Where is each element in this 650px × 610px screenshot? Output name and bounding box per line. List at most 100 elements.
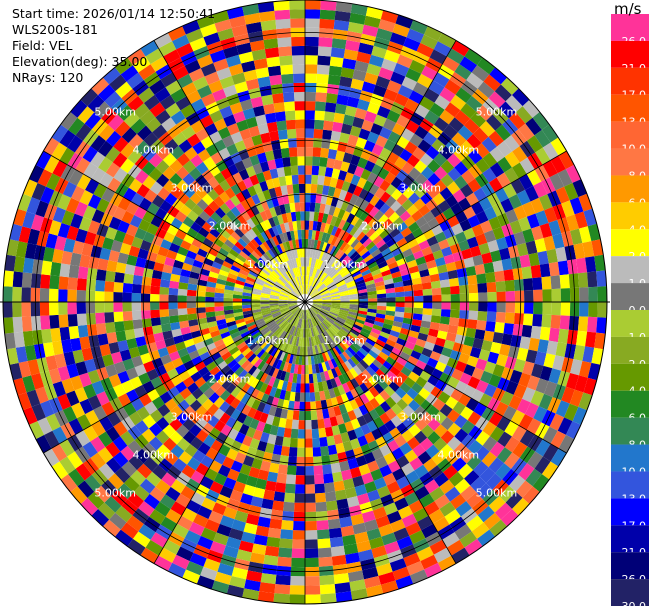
velocity-gate	[365, 279, 375, 286]
velocity-gate	[175, 166, 189, 180]
velocity-gate	[486, 311, 497, 322]
velocity-gate	[289, 295, 298, 300]
velocity-gate	[404, 491, 420, 506]
velocity-gate	[390, 71, 406, 85]
velocity-gate	[419, 326, 430, 335]
velocity-gate	[287, 302, 297, 304]
velocity-gate	[560, 302, 571, 316]
velocity-gate	[330, 294, 341, 298]
velocity-gate	[305, 346, 308, 356]
velocity-gate	[385, 396, 397, 409]
velocity-gate	[326, 316, 335, 323]
velocity-gate	[209, 481, 224, 494]
velocity-gate	[234, 140, 247, 152]
velocity-gate	[275, 111, 286, 122]
velocity-gate	[446, 235, 459, 247]
velocity-gate	[224, 313, 235, 319]
velocity-gate	[313, 382, 320, 393]
velocity-gate	[312, 278, 319, 288]
velocity-gate	[379, 191, 391, 203]
velocity-gate	[396, 371, 409, 383]
velocity-gate	[339, 353, 348, 363]
velocity-gate	[367, 460, 380, 473]
velocity-gate	[298, 286, 303, 295]
velocity-gate	[439, 501, 456, 517]
velocity-gate	[416, 546, 434, 562]
velocity-gate	[186, 302, 197, 309]
range-ring-label: 1.00km	[247, 258, 289, 271]
velocity-gate	[489, 426, 505, 442]
velocity-gate	[391, 325, 402, 333]
velocity-gate	[564, 403, 579, 422]
velocity-gate	[512, 425, 527, 442]
velocity-gate	[223, 45, 239, 59]
velocity-gate	[184, 393, 197, 406]
velocity-gate	[312, 299, 323, 302]
velocity-gate	[70, 486, 88, 505]
velocity-gate	[163, 539, 181, 555]
velocity-gate	[179, 275, 190, 284]
velocity-gate	[495, 312, 506, 323]
velocity-gate	[558, 434, 575, 453]
velocity-gate	[466, 515, 484, 532]
velocity-gate	[494, 84, 512, 102]
velocity-gate	[322, 185, 330, 196]
velocity-gate	[428, 80, 445, 95]
velocity-gate	[349, 579, 366, 592]
velocity-gate	[418, 240, 430, 251]
velocity-gate	[321, 292, 331, 297]
velocity-gate	[342, 152, 353, 164]
velocity-gate	[318, 285, 327, 292]
velocity-gate	[300, 220, 305, 230]
velocity-gate	[317, 212, 324, 223]
velocity-gate	[406, 28, 425, 43]
velocity-gate	[294, 277, 299, 287]
velocity-gate	[321, 305, 331, 309]
velocity-gate	[320, 273, 328, 282]
velocity-gate	[347, 358, 357, 368]
velocity-gate	[330, 368, 339, 379]
velocity-gate	[460, 448, 475, 464]
velocity-gate	[180, 326, 191, 335]
velocity-gate	[375, 285, 386, 291]
velocity-gate	[463, 364, 476, 377]
velocity-gate	[212, 88, 227, 102]
velocity-gate	[321, 380, 329, 391]
velocity-gate	[317, 46, 332, 57]
velocity-gate	[329, 536, 344, 548]
velocity-gate	[252, 163, 263, 175]
azimuth-spoke	[153, 40, 306, 303]
velocity-gate	[260, 295, 270, 299]
velocity-gate	[205, 296, 215, 302]
velocity-gate	[299, 346, 303, 356]
velocity-gate	[548, 368, 562, 384]
velocity-gate	[460, 406, 474, 421]
velocity-gate	[526, 213, 540, 229]
velocity-gate	[150, 317, 161, 327]
velocity-gate	[439, 87, 456, 103]
velocity-gate	[385, 184, 397, 196]
velocity-gate	[74, 201, 88, 217]
velocity-gate	[166, 344, 178, 355]
velocity-gate	[572, 406, 587, 425]
velocity-gate	[26, 389, 41, 407]
velocity-gate	[59, 439, 75, 457]
velocity-gate	[226, 584, 245, 598]
velocity-gate	[320, 322, 328, 331]
velocity-gate	[344, 421, 354, 432]
velocity-gate	[533, 406, 548, 423]
velocity-gate	[293, 401, 300, 411]
velocity-gate	[354, 276, 364, 283]
velocity-gate	[299, 318, 303, 329]
velocity-gate	[96, 323, 107, 335]
velocity-gate	[378, 571, 396, 585]
velocity-gate	[271, 325, 280, 334]
velocity-gate	[302, 337, 305, 347]
velocity-gate	[312, 147, 322, 157]
velocity-gate	[291, 419, 299, 430]
velocity-gate	[384, 283, 395, 290]
velocity-gate	[156, 416, 170, 431]
velocity-gate	[366, 311, 377, 317]
range-ring-label: 5.00km	[476, 487, 518, 500]
velocity-gate	[330, 47, 346, 59]
